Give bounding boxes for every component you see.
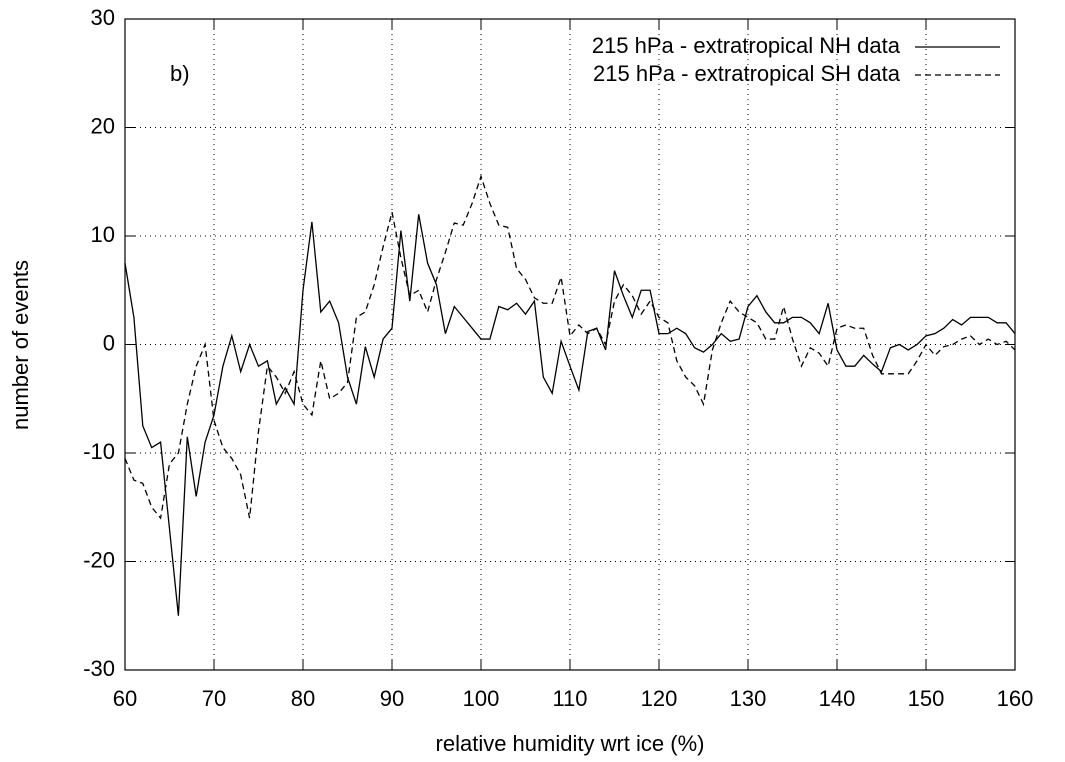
legend-label: 215 hPa - extratropical NH data: [592, 33, 901, 58]
y-tick-label: 30: [91, 5, 115, 30]
x-tick-label: 120: [641, 686, 678, 711]
x-tick-label: 110: [552, 686, 587, 711]
series-line: [124, 214, 1016, 616]
x-tick-label: 90: [380, 686, 404, 711]
x-tick-label: 70: [202, 686, 226, 711]
y-tick-label: 10: [91, 222, 115, 247]
x-tick-label: 130: [730, 686, 767, 711]
y-tick-label: 20: [91, 113, 115, 138]
x-axis-title: relative humidity wrt ice (%): [436, 731, 705, 756]
y-tick-label: -20: [83, 547, 115, 572]
plot-frame: [124, 18, 1016, 671]
annotation: b): [170, 61, 190, 86]
y-tick-label: -10: [83, 439, 115, 464]
x-tick-label: 150: [908, 686, 945, 711]
x-tick-label: 80: [291, 686, 315, 711]
x-tick-label: 140: [819, 686, 856, 711]
x-tick-label: 60: [113, 686, 137, 711]
legend-label: 215 hPa - extratropical SH data: [593, 61, 901, 86]
y-axis-title: number of events: [8, 260, 33, 430]
y-tick-label: 0: [103, 330, 115, 355]
x-tick-label: 160: [997, 686, 1034, 711]
y-tick-label: -30: [83, 656, 115, 681]
series-line: [124, 174, 1016, 520]
x-tick-label: 100: [463, 686, 500, 711]
